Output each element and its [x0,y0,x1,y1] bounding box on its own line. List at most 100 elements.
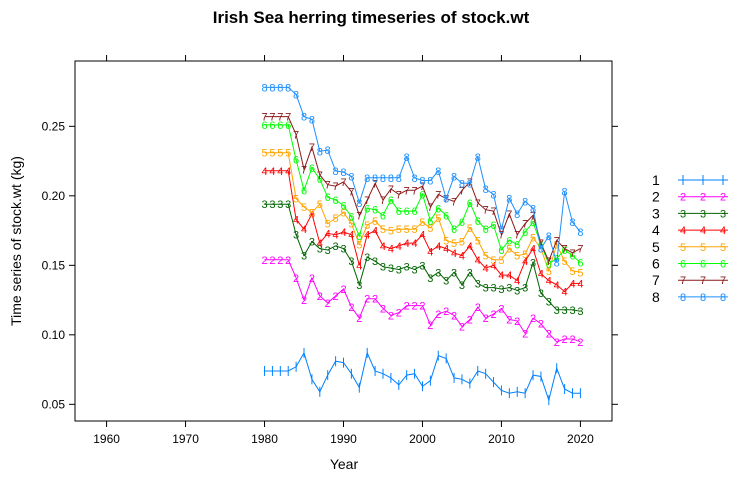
series-line [264,116,581,263]
data-point: 6 [340,201,346,213]
data-point: 3 [577,306,583,318]
legend-marker: 5 [700,242,706,254]
data-point: 8 [317,146,323,158]
data-point: 2 [301,295,307,307]
data-point: 5 [467,223,473,235]
data-point: 3 [285,199,291,211]
data-point: 5 [483,251,489,263]
data-point: 2 [388,310,394,322]
data-point: 5 [348,219,354,231]
data-point: 2 [467,315,473,327]
data-point: 4 [380,241,386,253]
data-point: 2 [514,316,520,328]
data-point: 2 [546,328,552,340]
data-point: 2 [569,334,575,346]
data-point: 4 [562,287,568,299]
data-point: 2 [293,273,299,285]
data-point: 5 [475,235,481,247]
data-point: 4 [261,166,267,178]
data-point: 2 [475,302,481,314]
chart-title: Irish Sea herring timeseries of stock.wt [213,8,530,27]
data-point: 5 [412,224,418,236]
data-point: 5 [435,213,441,225]
y-tick-label: 0.15 [42,258,66,272]
data-point: 4 [340,227,346,239]
legend-marker: 8 [720,292,726,304]
data-point: 7 [577,244,583,256]
legend-marker: 5 [720,242,726,254]
data-point: 7 [261,112,267,124]
data-point: 4 [412,238,418,250]
data-point: 8 [475,152,481,164]
legend-marker: 6 [720,259,726,271]
data-point: 4 [333,230,339,242]
x-tick-label: 1960 [93,432,120,446]
series-line [264,259,581,343]
data-point: 5 [333,213,339,225]
data-point: 8 [459,178,465,190]
legend-label: 6 [652,256,660,272]
data-point: 3 [380,262,386,274]
data-point: 6 [404,206,410,218]
data-point: 7 [530,210,536,222]
data-point: 7 [293,130,299,142]
data-point: 6 [562,245,568,257]
legend-label: 8 [652,289,660,305]
data-point: 2 [325,298,331,310]
data-point: 6 [443,210,449,222]
data-point: 5 [277,148,283,160]
data-point: 4 [475,255,481,267]
data-point: 3 [554,305,560,317]
data-point: 5 [388,226,394,238]
data-point: 5 [577,267,583,279]
data-point: 4 [546,276,552,288]
y-tick-label: 0.10 [42,328,66,342]
data-point: 7 [522,219,528,231]
data-point: 8 [451,171,457,183]
data-point: 7 [419,181,425,193]
legend-marker: 4 [680,225,686,237]
data-point: 7 [538,238,544,250]
data-point: 5 [443,235,449,247]
data-point: 8 [530,203,536,215]
data-point: 5 [372,216,378,228]
data-point: 4 [356,260,362,272]
x-tick-label: 2000 [409,432,436,446]
data-point: 3 [261,199,267,211]
data-point: 6 [530,217,536,229]
data-point: 6 [277,120,283,132]
data-point: 5 [530,233,536,245]
data-point: 5 [459,237,465,249]
data-point: 7 [490,206,496,218]
data-point: 7 [356,210,362,222]
data-point: 2 [364,294,370,306]
data-point: 2 [522,328,528,340]
data-point: 4 [506,270,512,282]
data-point: 3 [269,199,275,211]
data-point: 2 [309,273,315,285]
data-point: 2 [333,291,339,303]
data-point: 6 [364,203,370,215]
x-tick-label: 1970 [172,432,199,446]
legend-marker: 2 [700,192,706,204]
legend-marker: 6 [680,259,686,271]
series-line [264,203,581,312]
data-point: 5 [285,148,291,160]
series-line [264,170,581,293]
y-tick-label: 0.20 [42,189,66,203]
data-point: 6 [412,206,418,218]
data-point: 3 [514,285,520,297]
data-point: 5 [340,208,346,220]
data-point: 6 [569,251,575,263]
data-point: 7 [325,180,331,192]
data-point: 5 [364,220,370,232]
data-point: 8 [577,227,583,239]
data-point: 8 [396,173,402,185]
data-point: 2 [562,334,568,346]
series-1 [264,347,581,406]
data-point: 4 [443,244,449,256]
